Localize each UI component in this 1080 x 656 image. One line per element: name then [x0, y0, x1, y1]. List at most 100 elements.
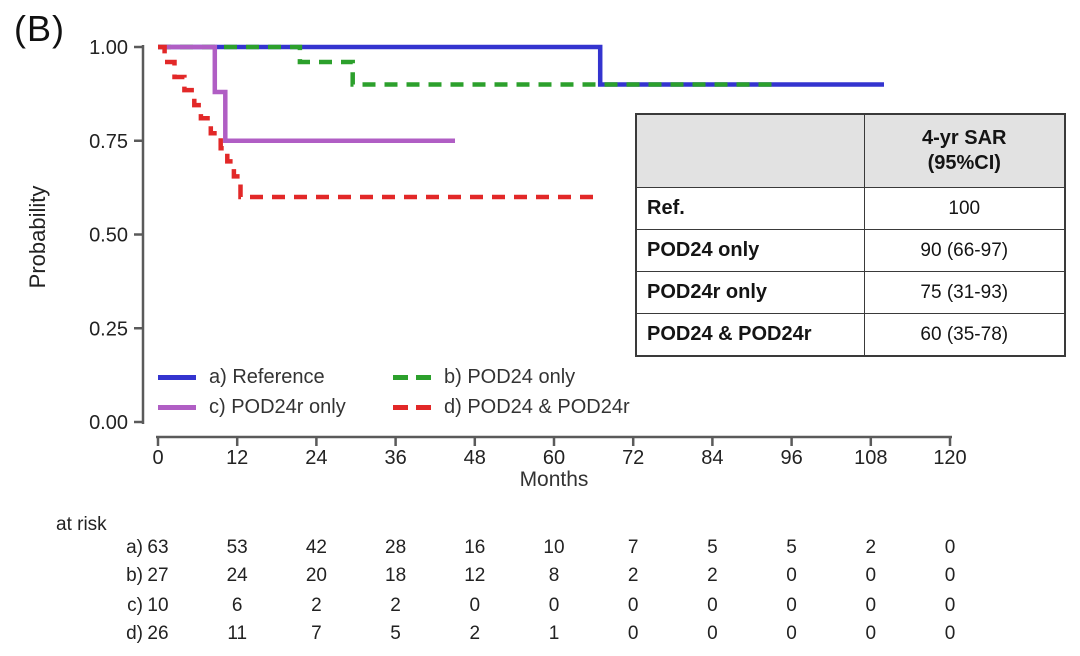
x-tick-label: 24 [305, 447, 327, 469]
y-axis-title: Probability [25, 185, 50, 289]
table-row-value: 90 (66-97) [863, 229, 1066, 272]
line-swatch-pod24r-only [158, 404, 196, 410]
at-risk-count: 2 [707, 565, 718, 586]
at-risk-count: 28 [385, 537, 407, 558]
at-risk-count: 2 [627, 565, 639, 586]
at-risk-count: 8 [548, 565, 560, 586]
sar-summary-table: 4-yr SAR (95%CI) Ref. 100 POD24 only 90 … [635, 113, 1066, 357]
table-row-value: 60 (35-78) [863, 313, 1066, 357]
table-row-label: Ref. [635, 187, 865, 230]
line-swatch-pod24-and-pod24r [393, 404, 431, 410]
at-risk-count: 7 [311, 623, 322, 644]
legend-item-pod24-and-pod24r: d) POD24 & POD24r [393, 396, 653, 419]
at-risk-count: 63 [147, 537, 169, 558]
legend-label: b) POD24 only [444, 365, 576, 388]
table-row: POD24r only 75 (31-93) [635, 271, 1066, 314]
swatch-dash [393, 404, 408, 410]
curve-a-reference [158, 44, 884, 87]
at-risk-count: 27 [147, 565, 169, 586]
at-risk-count: 0 [469, 595, 481, 616]
table-row: Ref. 100 [635, 187, 1066, 230]
legend-label: a) Reference [209, 365, 325, 388]
at-risk-count: 0 [548, 595, 560, 616]
y-tick-label: 1.00 [89, 37, 128, 59]
legend-label: d) POD24 & POD24r [444, 395, 630, 418]
at-risk-count: 16 [464, 537, 486, 558]
x-tick-label: 96 [780, 447, 802, 469]
x-tick-label: 108 [854, 447, 887, 469]
x-tick-label: 120 [933, 447, 966, 469]
km-plot-canvas: 0.00 0.25 0.50 0.75 1.00 0 12 24 36 48 60 72 84 96 108… [89, 37, 967, 469]
at-risk-count: 42 [305, 537, 327, 558]
at-risk-count: 0 [786, 595, 797, 616]
panel-label: (B) [14, 8, 65, 49]
at-risk-count: 5 [390, 623, 401, 644]
at-risk-count: 0 [627, 595, 639, 616]
at-risk-count: 2 [390, 595, 401, 616]
x-tick-label: 36 [384, 447, 406, 469]
x-tick-label: 12 [226, 447, 248, 469]
at-risk-count: 5 [707, 537, 718, 558]
at-risk-row-label: c) [127, 595, 143, 616]
legend-row: c) POD24r only d) POD24 & POD24r [158, 392, 658, 422]
at-risk-count: 20 [305, 565, 327, 586]
at-risk-row-label: a) [126, 537, 143, 558]
at-risk-count: 0 [786, 565, 797, 586]
at-risk-count: 0 [944, 537, 956, 558]
y-tick-label: 0.25 [89, 318, 128, 340]
table-header-line2: (95%CI) [927, 152, 1001, 174]
swatch-line [158, 374, 196, 380]
x-axis-title: Months [519, 468, 589, 491]
at-risk-count: 0 [865, 595, 877, 616]
at-risk-count: 7 [627, 537, 639, 558]
x-tick-label: 0 [152, 447, 163, 469]
swatch-dash [416, 374, 431, 380]
at-risk-count: 26 [147, 623, 169, 644]
line-swatch-pod24-only [393, 374, 431, 380]
table-header-line1: 4-yr SAR [922, 127, 1007, 149]
legend-row: a) Reference b) POD24 only [158, 362, 658, 392]
x-tick-label: 48 [464, 447, 486, 469]
table-row-value: 100 [863, 187, 1066, 230]
y-tick-label: 0.00 [89, 412, 128, 434]
x-tick-label: 84 [701, 447, 723, 469]
at-risk-row-label: d) [126, 623, 143, 644]
at-risk-count: 53 [226, 537, 248, 558]
at-risk-count: 18 [385, 565, 407, 586]
legend-label: c) POD24r only [209, 395, 346, 418]
at-risk-count: 10 [543, 537, 565, 558]
at-risk-count: 0 [707, 623, 718, 644]
at-risk-count: 2 [311, 595, 322, 616]
at-risk-count: 0 [944, 595, 956, 616]
line-swatch-reference [158, 374, 196, 380]
at-risk-row-label: b) [126, 565, 143, 586]
at-risk-count: 0 [944, 565, 956, 586]
curve-b-pod24-only [158, 44, 772, 87]
at-risk-count: 0 [865, 565, 877, 586]
x-tick-label: 60 [543, 447, 565, 469]
at-risk-count: 0 [865, 623, 877, 644]
at-risk-count: 5 [786, 537, 797, 558]
legend-item-reference: a) Reference [158, 366, 393, 389]
at-risk-count: 24 [226, 565, 248, 586]
table-row-label: POD24 only [635, 229, 865, 272]
at-risk-count: 2 [865, 537, 877, 558]
table-header-row: 4-yr SAR (95%CI) [635, 113, 1066, 188]
table-row-label: POD24 & POD24r [635, 313, 865, 357]
at-risk-count: 10 [147, 595, 169, 616]
at-risk-count: 0 [944, 623, 956, 644]
y-tick-label: 0.75 [89, 131, 128, 153]
at-risk-count: 0 [707, 595, 718, 616]
swatch-line [158, 404, 196, 410]
swatch-dash [393, 374, 408, 380]
swatch-dash [416, 404, 431, 410]
table-row-label: POD24r only [635, 271, 865, 314]
legend-item-pod24r-only: c) POD24r only [158, 396, 393, 419]
at-risk-label: at risk [56, 514, 107, 535]
at-risk-count: 12 [464, 565, 486, 586]
curve-d-pod24-pod24r [158, 44, 594, 200]
table-header-sar-cell: 4-yr SAR (95%CI) [863, 113, 1066, 188]
at-risk-count: 11 [227, 623, 248, 644]
at-risk-count: 0 [627, 623, 639, 644]
